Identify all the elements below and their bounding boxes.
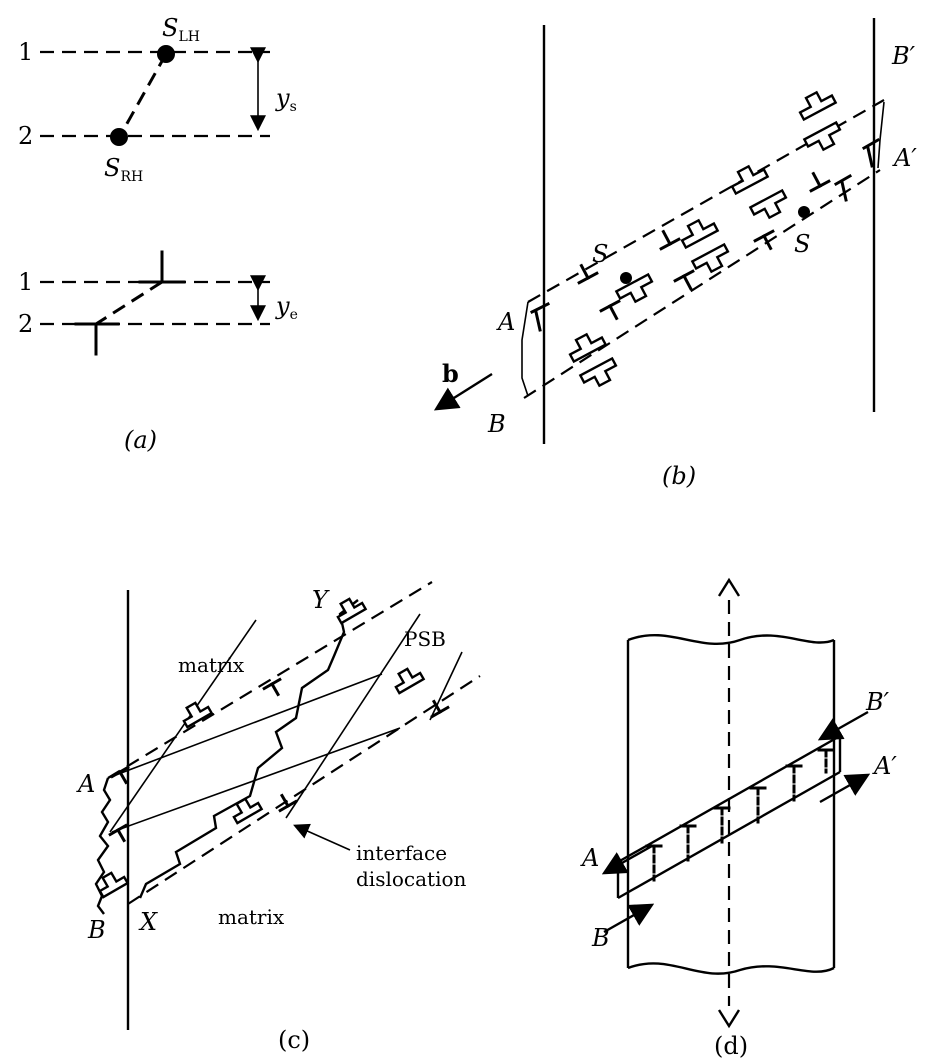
psb-wall <box>107 673 383 779</box>
edge-dipole-link <box>95 280 163 326</box>
label-A-d: A <box>580 844 599 872</box>
panel-c: A B X Y matrix matrix PSB interface disl… <box>76 581 481 1054</box>
screw-dislocation-2 <box>798 206 810 218</box>
label-A-prime: A′ <box>892 144 917 172</box>
dipole-loop <box>578 356 618 388</box>
label-Y-c: Y <box>312 586 330 614</box>
dipole-loop <box>730 164 770 196</box>
ys-label: ys <box>275 84 297 115</box>
specimen-top-break <box>627 634 835 645</box>
band-edge-bottom-d <box>617 770 841 900</box>
dipole-loop <box>680 218 720 250</box>
edge-dislocation <box>108 823 128 843</box>
panel-a-caption: (a) <box>124 426 157 454</box>
band-edge-top-d <box>617 734 841 864</box>
band-edge-lower <box>523 169 881 399</box>
dipole-loop <box>802 120 842 152</box>
psb-wall <box>429 651 463 721</box>
edge-dislocation-positive <box>138 250 186 284</box>
load-arrow-up <box>717 577 741 597</box>
shear-arrow-A-prime <box>819 773 871 804</box>
screw-dipole-link <box>118 53 168 137</box>
label-B-d: B <box>591 924 610 952</box>
surface-step-right <box>877 101 885 169</box>
plane-1-label-bottom: 1 <box>18 268 33 296</box>
shear-arrow-B-prime <box>817 710 869 741</box>
dipole-loops <box>568 90 842 388</box>
shear-arrow-B <box>603 903 655 934</box>
interface-label-line1: interface <box>356 841 447 865</box>
band-edge-upper-c <box>107 581 433 779</box>
edge-dislocation <box>577 263 599 285</box>
dipole-loop <box>614 272 654 304</box>
interface-dislocation-lower-right <box>833 173 853 202</box>
label-B-c: B <box>87 916 106 944</box>
burgers-vector-label: b <box>442 359 459 388</box>
ye-label: ye <box>275 292 298 323</box>
panel-c-caption: (c) <box>278 1026 310 1054</box>
psb-wall <box>111 727 401 833</box>
label-A: A <box>496 308 515 336</box>
screw-dislocation-1 <box>620 272 632 284</box>
interface-dislocation-A <box>529 301 551 332</box>
dipole-loop <box>232 797 264 825</box>
edge-dislocation <box>430 699 450 719</box>
dipole-loop <box>798 90 838 122</box>
label-S2: S <box>794 230 810 258</box>
label-B: B <box>487 410 506 438</box>
shear-arrow-A <box>601 844 653 875</box>
dipole-loop <box>182 701 214 729</box>
edge-dislocation <box>659 229 681 251</box>
dipole-loop <box>394 667 426 695</box>
edge-dislocation <box>110 765 130 785</box>
dipole-loop <box>748 188 788 220</box>
panel-a: 1 2 SLH SRH ys 1 2 <box>18 14 298 454</box>
label-B-prime-d: B′ <box>865 688 890 716</box>
matrix-label-top: matrix <box>178 653 245 677</box>
panel-d-caption: (d) <box>714 1032 748 1060</box>
panel-b-caption: (b) <box>662 462 696 490</box>
dipole-loop <box>568 332 608 364</box>
edge-dislocation <box>278 793 298 813</box>
edge-dislocation <box>673 269 695 291</box>
edge-dislocation-negative <box>74 322 120 356</box>
label-B-prime: B′ <box>891 42 916 70</box>
specimen-bottom-break <box>627 962 835 975</box>
psb-wall <box>109 619 257 833</box>
label-A-c: A <box>76 770 95 798</box>
screw-dislocation-rh <box>110 128 128 146</box>
interface-pointer-arrow <box>293 823 351 851</box>
plane-2-label-top: 2 <box>18 122 33 150</box>
panel-d: A B A′ B′ (d) <box>580 577 897 1060</box>
burgers-vector-arrow <box>433 372 493 411</box>
label-X-c: X <box>138 908 158 936</box>
plane-1-label-top: 1 <box>18 38 33 66</box>
edge-dislocation <box>809 171 831 193</box>
label-S1: S <box>592 240 608 268</box>
psb-label: PSB <box>404 627 446 651</box>
dipole-loop <box>336 597 368 625</box>
edge-dislocation <box>262 677 282 697</box>
panel-b: S S A B A′ B′ b (b) <box>433 18 917 490</box>
matrix-label-bottom: matrix <box>218 905 285 929</box>
edge-dislocation <box>599 299 621 321</box>
edge-dislocations-band <box>577 171 831 321</box>
s-rh-label: SRH <box>104 154 143 185</box>
label-A-prime-d: A′ <box>872 752 897 780</box>
load-arrow-down <box>717 1009 741 1029</box>
dipole-loop <box>98 871 130 899</box>
interface-dislocation-Aprime <box>861 137 881 168</box>
plane-2-label-bottom: 2 <box>18 310 33 338</box>
interface-label-line2: dislocation <box>356 867 467 891</box>
edge-dislocation <box>753 229 775 251</box>
psb-wall <box>285 613 421 819</box>
surface-step-left <box>521 301 529 397</box>
staircase-path <box>138 599 359 899</box>
ladder-rungs <box>645 748 835 882</box>
s-lh-label: SLH <box>162 14 200 45</box>
dipole-loop <box>690 242 730 274</box>
screw-dislocation-lh <box>157 45 175 63</box>
